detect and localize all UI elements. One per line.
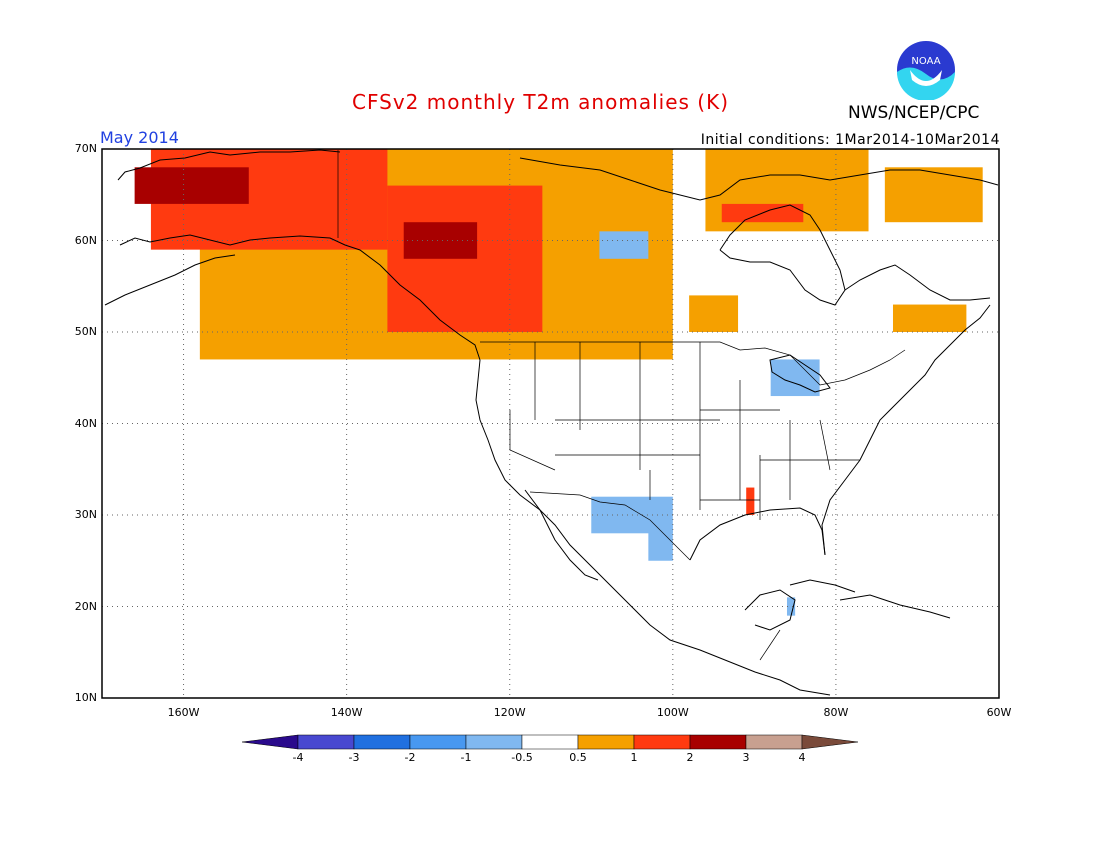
- anomaly-layer: [134, 149, 983, 616]
- great-lakes: [769, 354, 831, 393]
- anomaly-region-14: [746, 487, 755, 515]
- colorbar-tick-label: 4: [798, 751, 806, 764]
- anomaly-region-4: [403, 222, 478, 259]
- colorbar-tick-label: 1: [630, 751, 638, 764]
- colorbar-segment-min: [241, 734, 299, 750]
- noaa-logo: NOAA: [897, 41, 955, 100]
- political-borders: [337, 150, 906, 661]
- colorbar-tick-label: -1: [460, 751, 472, 764]
- anomaly-region-15: [786, 597, 796, 616]
- colorbar-segment-6: [577, 734, 635, 750]
- colorbar-tick-label: -2: [404, 751, 416, 764]
- anomaly-region-9: [689, 295, 739, 332]
- state-lines-west: [509, 342, 720, 510]
- coastline-hudson-bay: [719, 204, 846, 306]
- map-frame: [101, 148, 1000, 699]
- lat-tick-label: 70N: [74, 142, 97, 155]
- lat-tick-label: 10N: [74, 691, 97, 704]
- colorbar-tick-label: -0.5: [511, 751, 533, 764]
- coastlines: [104, 149, 999, 696]
- colorbar-segment-1: [297, 734, 355, 750]
- lat-tick-label: 40N: [74, 416, 97, 430]
- lon-tick-label: 120W: [493, 706, 526, 719]
- coastline-east-us: [821, 304, 991, 556]
- coastline-baja: [524, 489, 599, 581]
- border-us-canada: [480, 341, 906, 386]
- coastline-yucatan: [744, 589, 796, 631]
- anomaly-region-3: [134, 167, 249, 204]
- coastline-caribbean: [839, 594, 951, 619]
- colorbar: [241, 734, 859, 750]
- coastline-labrador: [844, 264, 991, 301]
- lat-tick-label: 30N: [74, 508, 97, 521]
- lat-tick-label: 20N: [74, 599, 97, 613]
- coastline-west-us: [475, 359, 831, 696]
- anomaly-region-13: [648, 524, 673, 561]
- coastline-gulf: [689, 507, 826, 561]
- coastline-cuba: [789, 579, 856, 593]
- coastline-alaska: [117, 149, 341, 181]
- lon-tick-label: 80W: [823, 706, 849, 719]
- logo-text: NOAA: [911, 56, 940, 67]
- colorbar-segment-9: [745, 734, 803, 750]
- agency-label: NWS/NCEP/CPC: [848, 103, 980, 123]
- colorbar-tick-label: -3: [348, 751, 360, 764]
- colorbar-segment-3: [409, 734, 467, 750]
- lon-tick-label: 160W: [167, 706, 200, 719]
- colorbar-segment-8: [689, 734, 747, 750]
- state-lines-east: [700, 380, 860, 520]
- colorbar-tick-label: 2: [686, 751, 694, 764]
- colorbar-segment-max: [801, 734, 859, 750]
- colorbar-tick-label: 0.5: [569, 751, 587, 764]
- border-mexico-guatemala: [759, 629, 781, 661]
- lat-tick-label: 50N: [74, 325, 97, 338]
- coastline-arctic: [519, 157, 999, 201]
- anomaly-region-7: [884, 167, 983, 223]
- border-us-mexico: [529, 491, 691, 561]
- anomaly-region-10: [599, 231, 649, 259]
- map-title: CFSv2 monthly T2m anomalies (K): [352, 90, 729, 114]
- lon-tick-label: 100W: [656, 706, 689, 719]
- colorbar-tick-label: -4: [292, 751, 304, 764]
- lat-tick-label: 60N: [74, 233, 97, 247]
- colorbar-segment-4: [465, 734, 523, 750]
- colorbar-tick-label: 3: [742, 751, 750, 764]
- valid-month-label: May 2014: [100, 128, 179, 147]
- initial-conditions-label: Initial conditions: 1Mar2014-10Mar2014: [700, 132, 1000, 148]
- lon-tick-label: 60W: [986, 706, 1012, 719]
- colorbar-segment-2: [353, 734, 411, 750]
- anomaly-region-8: [892, 304, 967, 332]
- colorbar-segment-7: [633, 734, 691, 750]
- coastline-alaska-south: [119, 234, 481, 361]
- lon-tick-label: 140W: [330, 706, 363, 719]
- coastline-aleutians: [104, 254, 236, 306]
- colorbar-segment-5: [521, 734, 579, 750]
